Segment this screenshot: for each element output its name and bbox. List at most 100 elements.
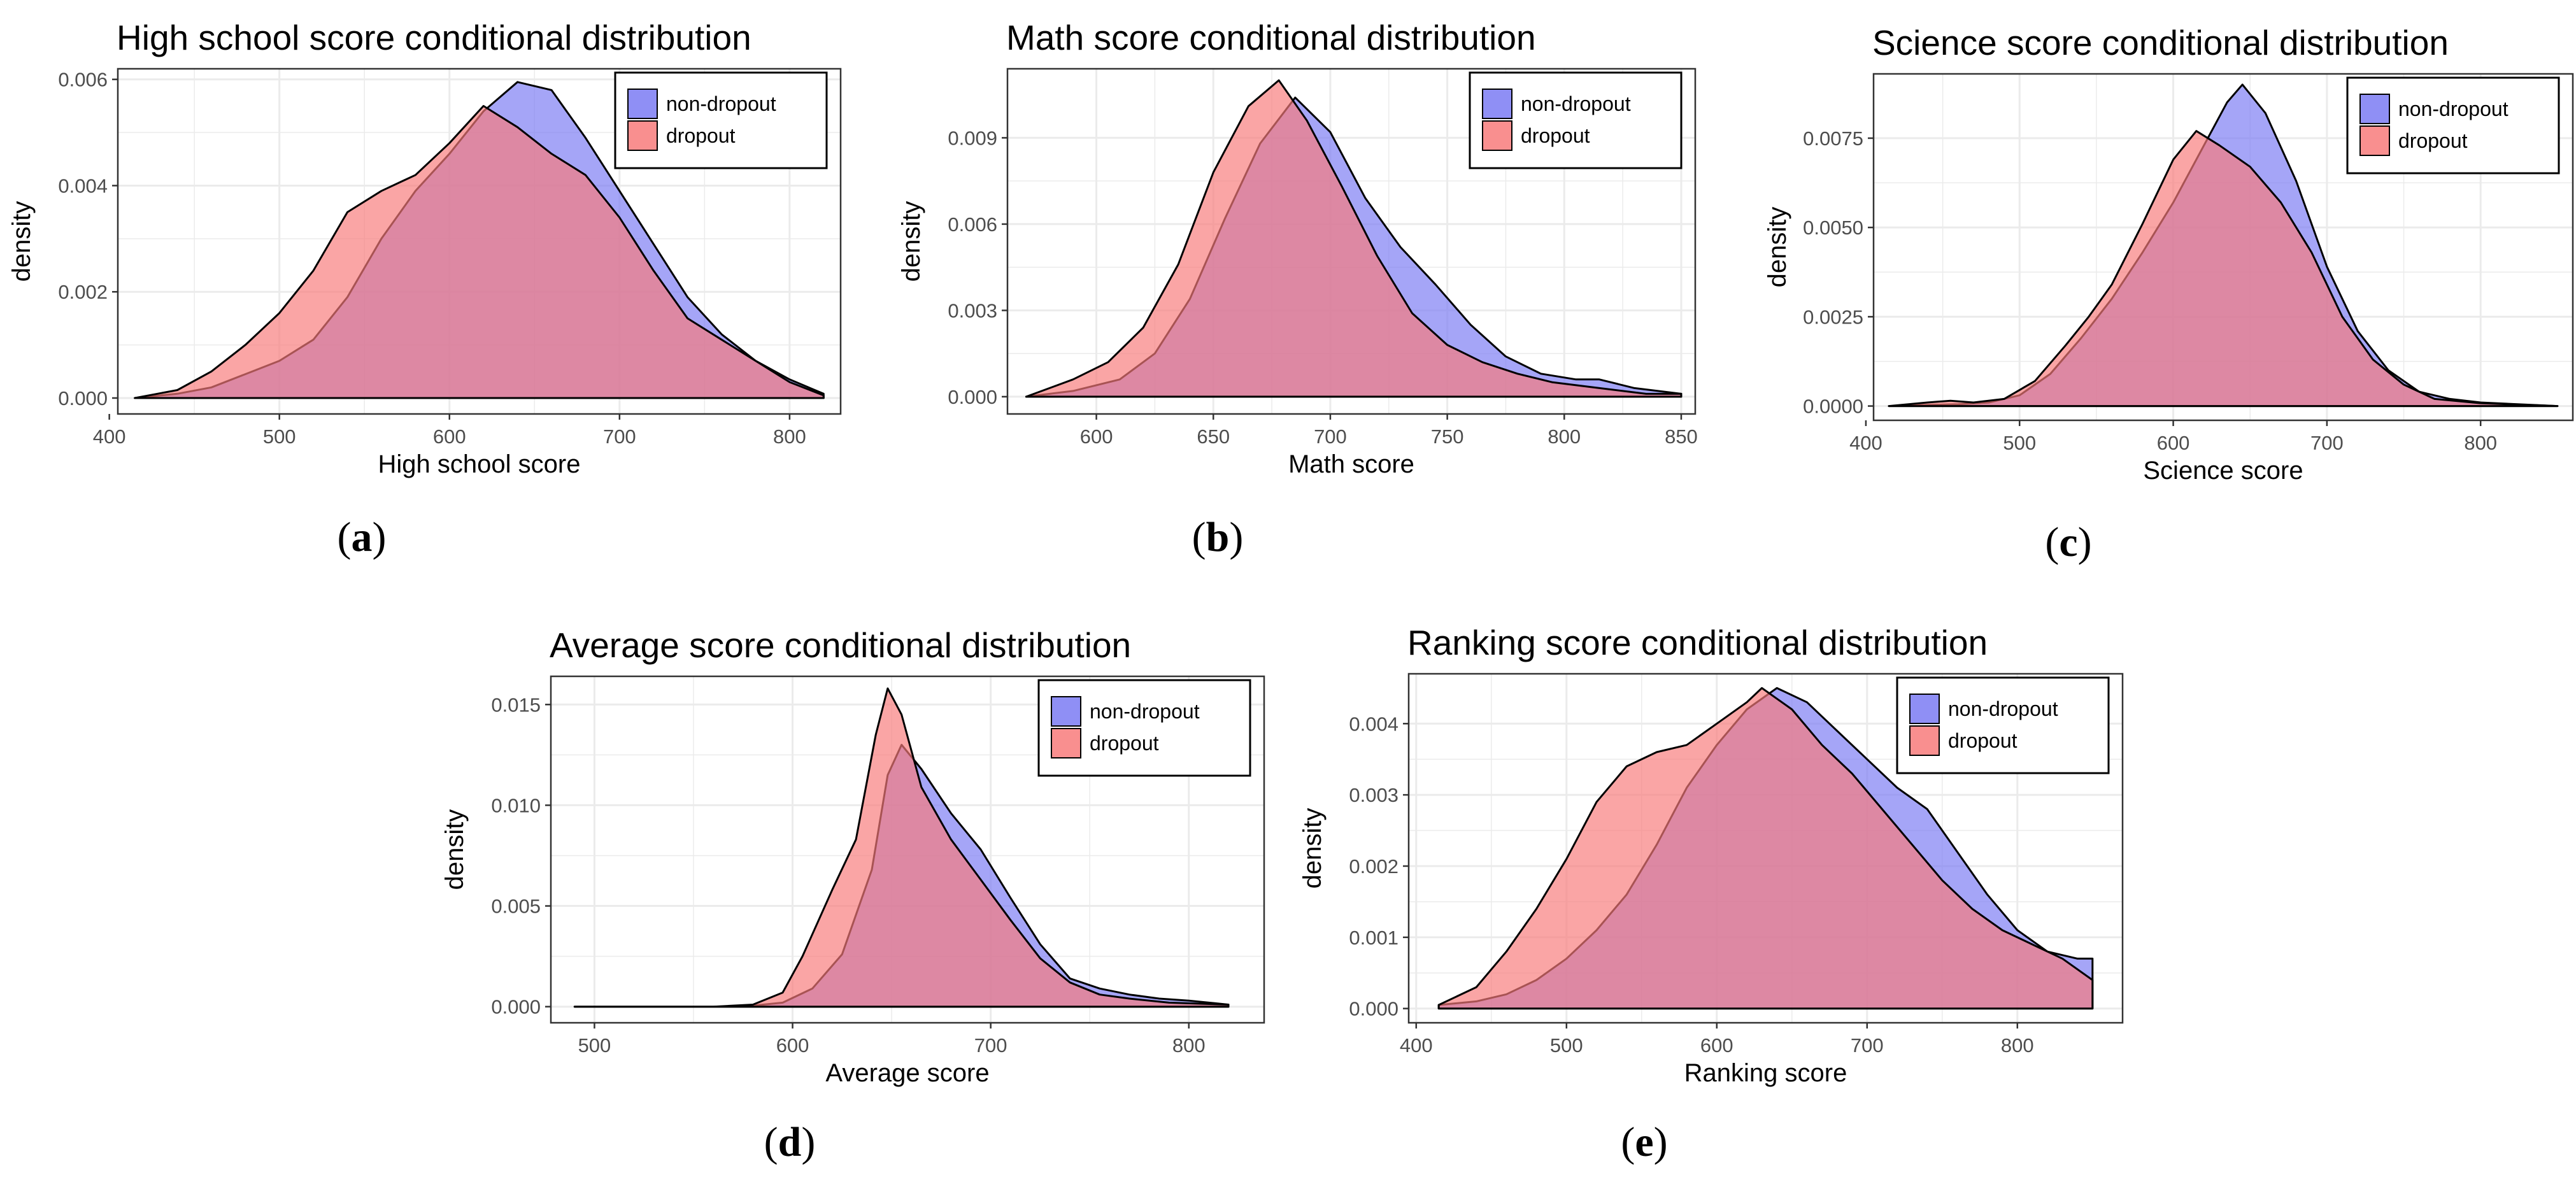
chart-panel-a: 400 500 600 700 800 0.000 0.002 0.004 0.006 High …: [8, 18, 842, 560]
density-area-dropout: [573, 687, 1230, 1008]
plot-frame: [117, 68, 842, 415]
x-tick-label: 500: [2003, 432, 2036, 454]
legend-label-non-dropout: non-dropout: [1948, 697, 2058, 720]
legend-label-non-dropout: non-dropout: [1090, 700, 1200, 723]
plot-frame: [1407, 673, 2124, 1024]
x-tick-label: 400: [1849, 432, 1882, 454]
panel-label: (c): [2045, 519, 2091, 566]
panel-label-letter: b: [1206, 514, 1230, 560]
panel-label-close: ): [373, 514, 387, 560]
chart-panel-d: 500 600 700 800 0.000 0.005 0.010 0.015 Average …: [441, 625, 1265, 1165]
chart-title: Math score conditional distribution: [1006, 18, 1536, 57]
y-axis-label: density: [8, 201, 36, 282]
y-tick-label: 0.010: [491, 794, 541, 816]
y-tick-label: 0.005: [491, 895, 541, 918]
panel-label-open: (: [1621, 1119, 1635, 1165]
y-axis-label: density: [441, 809, 469, 890]
x-tick-label: 800: [2001, 1034, 2034, 1057]
x-tick-label: 750: [1431, 425, 1464, 448]
y-axis-label: density: [897, 201, 925, 282]
y-tick-label: 0.001: [1349, 927, 1398, 949]
chart-title: High school score conditional distributi…: [117, 18, 751, 57]
x-tick-label: 600: [1700, 1034, 1733, 1057]
y-tick-label: 0.0025: [1803, 306, 1863, 328]
y-tick-label: 0.003: [1349, 784, 1398, 806]
panel-label-close: ): [1229, 514, 1243, 560]
y-tick-label: 0.004: [58, 174, 108, 197]
panel-label-letter: e: [1635, 1119, 1653, 1165]
y-tick-label: 0.000: [58, 387, 108, 409]
legend-swatch-non-dropout: [1482, 89, 1512, 119]
panel-label-close: ): [801, 1119, 815, 1165]
panel-label-open: (: [764, 1119, 778, 1165]
chart-title: Average score conditional distribution: [550, 625, 1131, 665]
panel-label-letter: c: [2059, 519, 2077, 566]
x-tick-label: 800: [1548, 425, 1581, 448]
x-tick-label: 400: [1400, 1034, 1433, 1057]
y-tick-label: 0.0000: [1803, 395, 1863, 418]
legend: non-dropout dropout: [2346, 76, 2560, 174]
legend: non-dropout dropout: [614, 71, 828, 169]
legend-label-dropout: dropout: [666, 124, 736, 147]
panel-label-open: (: [1192, 514, 1206, 560]
y-tick-label: 0.004: [1349, 713, 1398, 735]
y-tick-label: 0.006: [948, 213, 997, 236]
x-tick-label: 600: [1080, 425, 1113, 448]
x-tick-label: 600: [776, 1034, 809, 1057]
panel-label: (e): [1621, 1119, 1667, 1165]
x-axis-label: High school score: [378, 450, 581, 478]
chart-panel-e: 400 500 600 700 800 0.000 0.001 0.002 0.003 0.004…: [1299, 623, 2124, 1165]
x-tick-label: 500: [1550, 1034, 1583, 1057]
legend-swatch-dropout: [1482, 120, 1512, 151]
chart-panel-c: 400 500 600 700 800 0.0000 0.0025 0.0050 0.0075 S…: [1763, 23, 2574, 566]
y-tick-label: 0.000: [948, 386, 997, 408]
plot-frame: [1006, 68, 1697, 415]
x-tick-label: 850: [1665, 425, 1698, 448]
density-area-dropout: [1437, 687, 2094, 1010]
x-axis-label: Ranking score: [1684, 1059, 1847, 1087]
y-tick-label: 0.002: [58, 281, 108, 303]
y-tick-label: 0.015: [491, 694, 541, 716]
y-tick-label: 0.0050: [1803, 217, 1863, 239]
panel-label-close: ): [2078, 519, 2092, 566]
x-tick-label: 700: [1851, 1034, 1884, 1057]
legend-swatch-non-dropout: [627, 89, 658, 119]
legend-label-dropout: dropout: [2398, 129, 2468, 152]
x-tick-label: 700: [1314, 425, 1347, 448]
y-tick-label: 0.009: [948, 127, 997, 149]
x-axis-label: Average score: [825, 1059, 989, 1087]
density-area-dropout: [1888, 130, 2559, 408]
x-tick-label: 800: [1172, 1034, 1206, 1057]
legend: non-dropout dropout: [1469, 71, 1683, 169]
legend-swatch-dropout: [1051, 728, 1081, 758]
panel-label: (b): [1192, 514, 1244, 560]
plot-frame: [1872, 73, 2574, 422]
density-area-dropout: [134, 104, 825, 399]
panel-label-close: ): [1654, 1119, 1668, 1165]
panel-label-letter: a: [352, 514, 373, 560]
x-tick-label: 800: [773, 425, 806, 448]
y-tick-label: 0.003: [948, 299, 997, 322]
x-tick-label: 500: [263, 425, 296, 448]
legend: non-dropout dropout: [1037, 679, 1251, 777]
legend-label-non-dropout: non-dropout: [1521, 92, 1631, 115]
legend-swatch-non-dropout: [1909, 694, 1940, 724]
x-tick-label: 700: [2310, 432, 2344, 454]
chart-title: Science score conditional distribution: [1872, 23, 2449, 62]
chart-title: Ranking score conditional distribution: [1407, 623, 1988, 662]
x-tick-label: 700: [603, 425, 636, 448]
legend-swatch-non-dropout: [2359, 94, 2390, 124]
legend-label-dropout: dropout: [1090, 732, 1159, 755]
chart-panel-b: 600 650 700 750 800 850 0.000 0.003 0.006 0.009 Ma…: [897, 18, 1698, 560]
x-tick-label: 600: [433, 425, 466, 448]
x-tick-label: 800: [2464, 432, 2497, 454]
y-tick-label: 0.000: [1349, 998, 1398, 1020]
x-tick-label: 500: [578, 1034, 611, 1057]
legend: non-dropout dropout: [1896, 676, 2110, 774]
y-axis-label: density: [1763, 207, 1791, 288]
legend-swatch-dropout: [627, 120, 658, 151]
panel-label: (d): [764, 1119, 816, 1165]
plot-frame: [550, 675, 1265, 1024]
x-tick-label: 600: [2157, 432, 2190, 454]
